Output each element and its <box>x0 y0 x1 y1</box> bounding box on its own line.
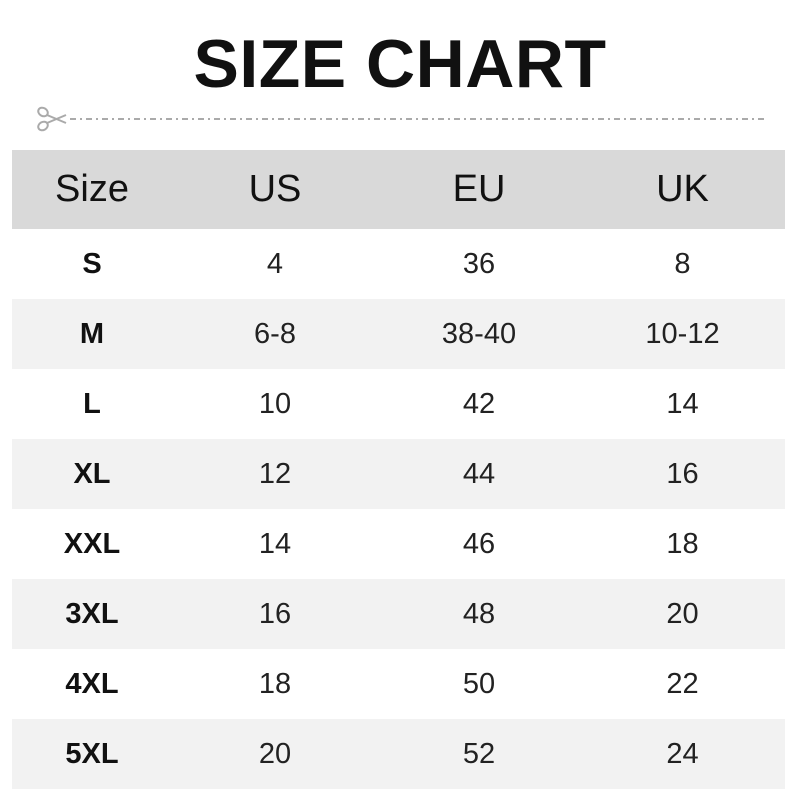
cell-size: XXL <box>63 527 121 560</box>
cell-eu: 36 <box>462 247 496 280</box>
table-row: L 10 42 14 <box>12 369 785 439</box>
cell-us: 18 <box>258 667 292 700</box>
table-row: XL 12 44 16 <box>12 439 785 509</box>
cell-size: 5XL <box>65 737 119 770</box>
cell-eu: 52 <box>462 737 496 770</box>
cell-uk: 8 <box>674 247 691 280</box>
header-us: US <box>248 168 302 210</box>
cell-eu: 46 <box>462 527 496 560</box>
header-uk: UK <box>656 168 709 210</box>
table-header: Size US EU UK <box>12 150 785 229</box>
cell-eu: 50 <box>462 667 496 700</box>
table-row: S 4 36 8 <box>12 229 785 299</box>
cell-us: 6-8 <box>254 317 296 350</box>
cell-size: 3XL <box>65 597 119 630</box>
cell-us: 4 <box>266 247 284 280</box>
cell-uk: 24 <box>666 737 699 770</box>
cell-eu: 38-40 <box>441 317 517 350</box>
scissors-icon <box>37 106 67 132</box>
cell-eu: 42 <box>462 387 496 420</box>
cell-us: 20 <box>258 737 292 770</box>
table-row: M 6-8 38-40 10-12 <box>12 299 785 369</box>
table-row: 4XL 18 50 22 <box>12 649 785 719</box>
cell-us: 10 <box>258 387 292 420</box>
cell-eu: 44 <box>462 457 496 490</box>
header-size: Size <box>55 168 129 210</box>
cell-size: M <box>79 317 105 350</box>
cell-size: 4XL <box>65 667 119 700</box>
size-table: Size US EU UK S 4 36 8 M 6-8 38-40 10-12 L 10 42 14… <box>12 150 785 789</box>
cell-uk: 16 <box>666 457 699 490</box>
cell-us: 14 <box>258 527 292 560</box>
table-row: XXL 14 46 18 <box>12 509 785 579</box>
cell-uk: 22 <box>666 667 699 700</box>
cell-us: 16 <box>258 597 292 630</box>
cell-size: XL <box>73 457 111 490</box>
cell-eu: 48 <box>462 597 496 630</box>
cell-uk: 20 <box>666 597 699 630</box>
table-row: 3XL 16 48 20 <box>12 579 785 649</box>
cell-size: L <box>83 387 101 420</box>
cell-uk: 14 <box>666 387 699 420</box>
cell-us: 12 <box>258 457 292 490</box>
cell-uk: 18 <box>666 527 699 560</box>
table-row: 5XL 20 52 24 <box>12 719 785 789</box>
cell-size: S <box>82 247 102 280</box>
page-title: SIZE CHART <box>193 26 607 102</box>
cut-line <box>37 106 766 132</box>
cell-uk: 10-12 <box>645 317 720 350</box>
header-eu: EU <box>452 168 506 210</box>
